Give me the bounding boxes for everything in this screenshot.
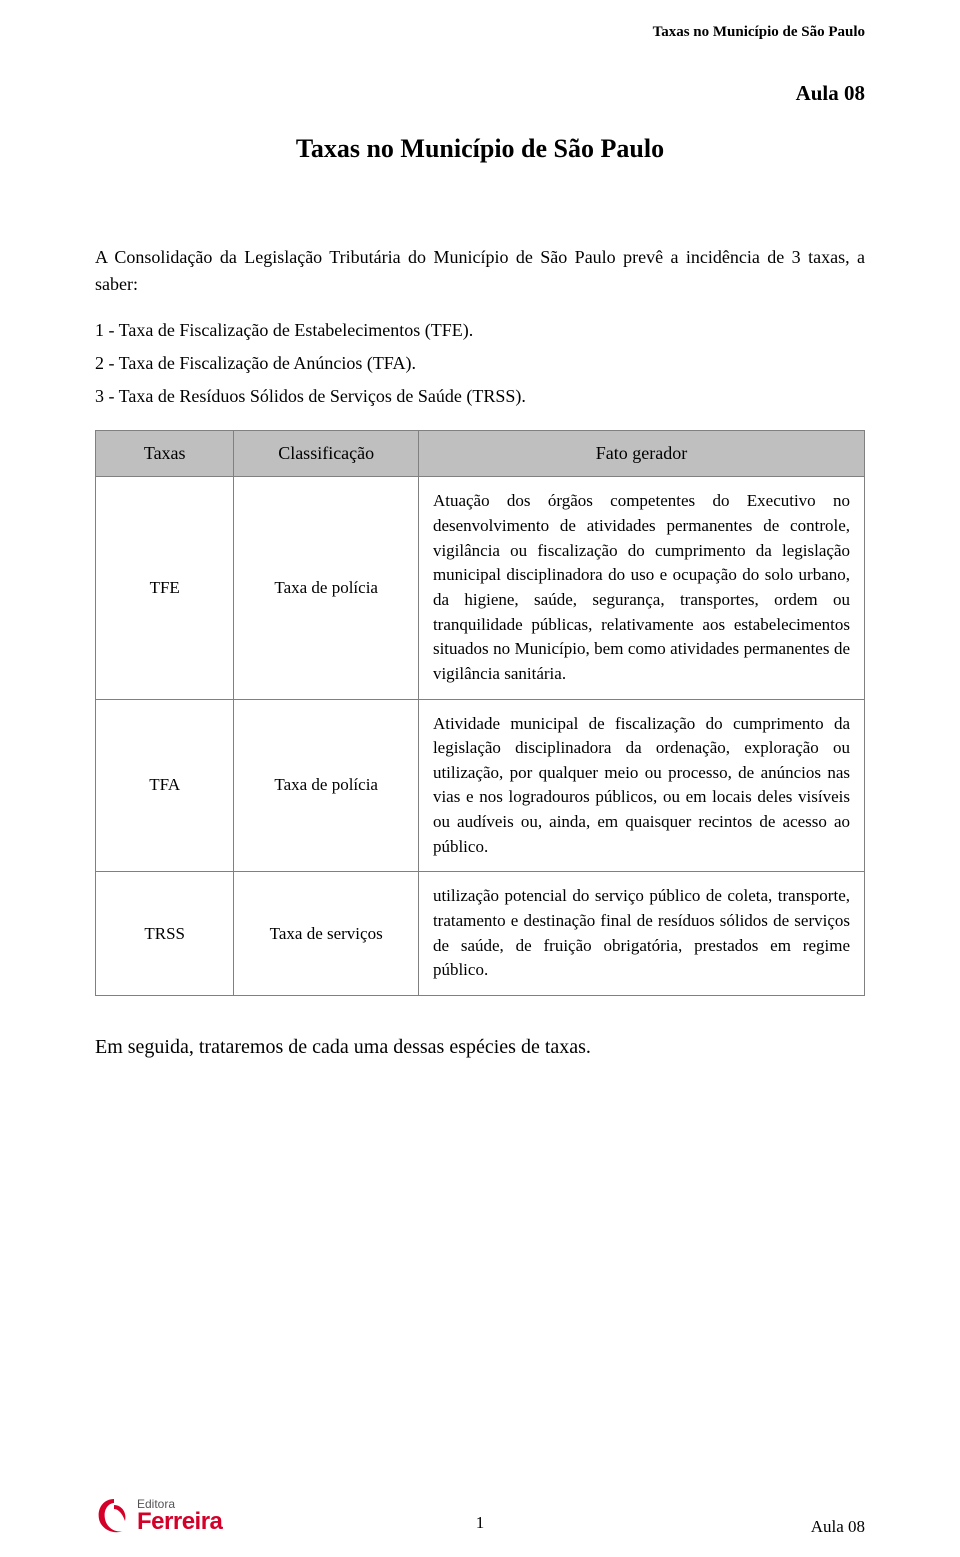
logo-swirl-icon <box>95 1495 133 1537</box>
closing-paragraph: Em seguida, trataremos de cada uma dessa… <box>95 1036 865 1059</box>
cell-classification: Taxa de polícia <box>234 699 419 872</box>
list-item-1: 1 - Taxa de Fiscalização de Estabelecime… <box>95 316 865 345</box>
col-header-fato: Fato gerador <box>418 431 864 477</box>
cell-description: utilização potencial do serviço público … <box>418 872 864 996</box>
intro-paragraph: A Consolidação da Legislação Tributária … <box>95 244 865 298</box>
cell-description: Atividade municipal de fiscalização do c… <box>418 699 864 872</box>
cell-tax: TFE <box>96 477 234 699</box>
logo-text: Editora Ferreira <box>137 1498 222 1534</box>
publisher-logo: Editora Ferreira <box>95 1495 222 1537</box>
logo-big-text: Ferreira <box>137 1510 222 1534</box>
table-row: TFE Taxa de polícia Atuação dos órgãos c… <box>96 477 865 699</box>
cell-classification: Taxa de serviços <box>234 872 419 996</box>
cell-tax: TRSS <box>96 872 234 996</box>
footer-lesson-label: Aula 08 <box>811 1517 865 1537</box>
table-row: TRSS Taxa de serviços utilização potenci… <box>96 872 865 996</box>
list-item-3: 3 - Taxa de Resíduos Sólidos de Serviços… <box>95 382 865 411</box>
cell-tax: TFA <box>96 699 234 872</box>
page-number: 1 <box>476 1513 485 1533</box>
taxes-table-wrapper: Taxas Classificação Fato gerador TFE Tax… <box>95 430 865 996</box>
running-title: Taxas no Município de São Paulo <box>95 24 865 41</box>
table-header-row: Taxas Classificação Fato gerador <box>96 431 865 477</box>
col-header-classificacao: Classificação <box>234 431 419 477</box>
cell-classification: Taxa de polícia <box>234 477 419 699</box>
page-footer: Editora Ferreira 1 Aula 08 <box>95 1495 865 1537</box>
col-header-taxas: Taxas <box>96 431 234 477</box>
list-item-2: 2 - Taxa de Fiscalização de Anúncios (TF… <box>95 349 865 378</box>
table-row: TFA Taxa de polícia Atividade municipal … <box>96 699 865 872</box>
taxes-table: Taxas Classificação Fato gerador TFE Tax… <box>95 430 865 996</box>
page-title: Taxas no Município de São Paulo <box>95 134 865 164</box>
lesson-label: Aula 08 <box>95 81 865 106</box>
cell-description: Atuação dos órgãos competentes do Execut… <box>418 477 864 699</box>
